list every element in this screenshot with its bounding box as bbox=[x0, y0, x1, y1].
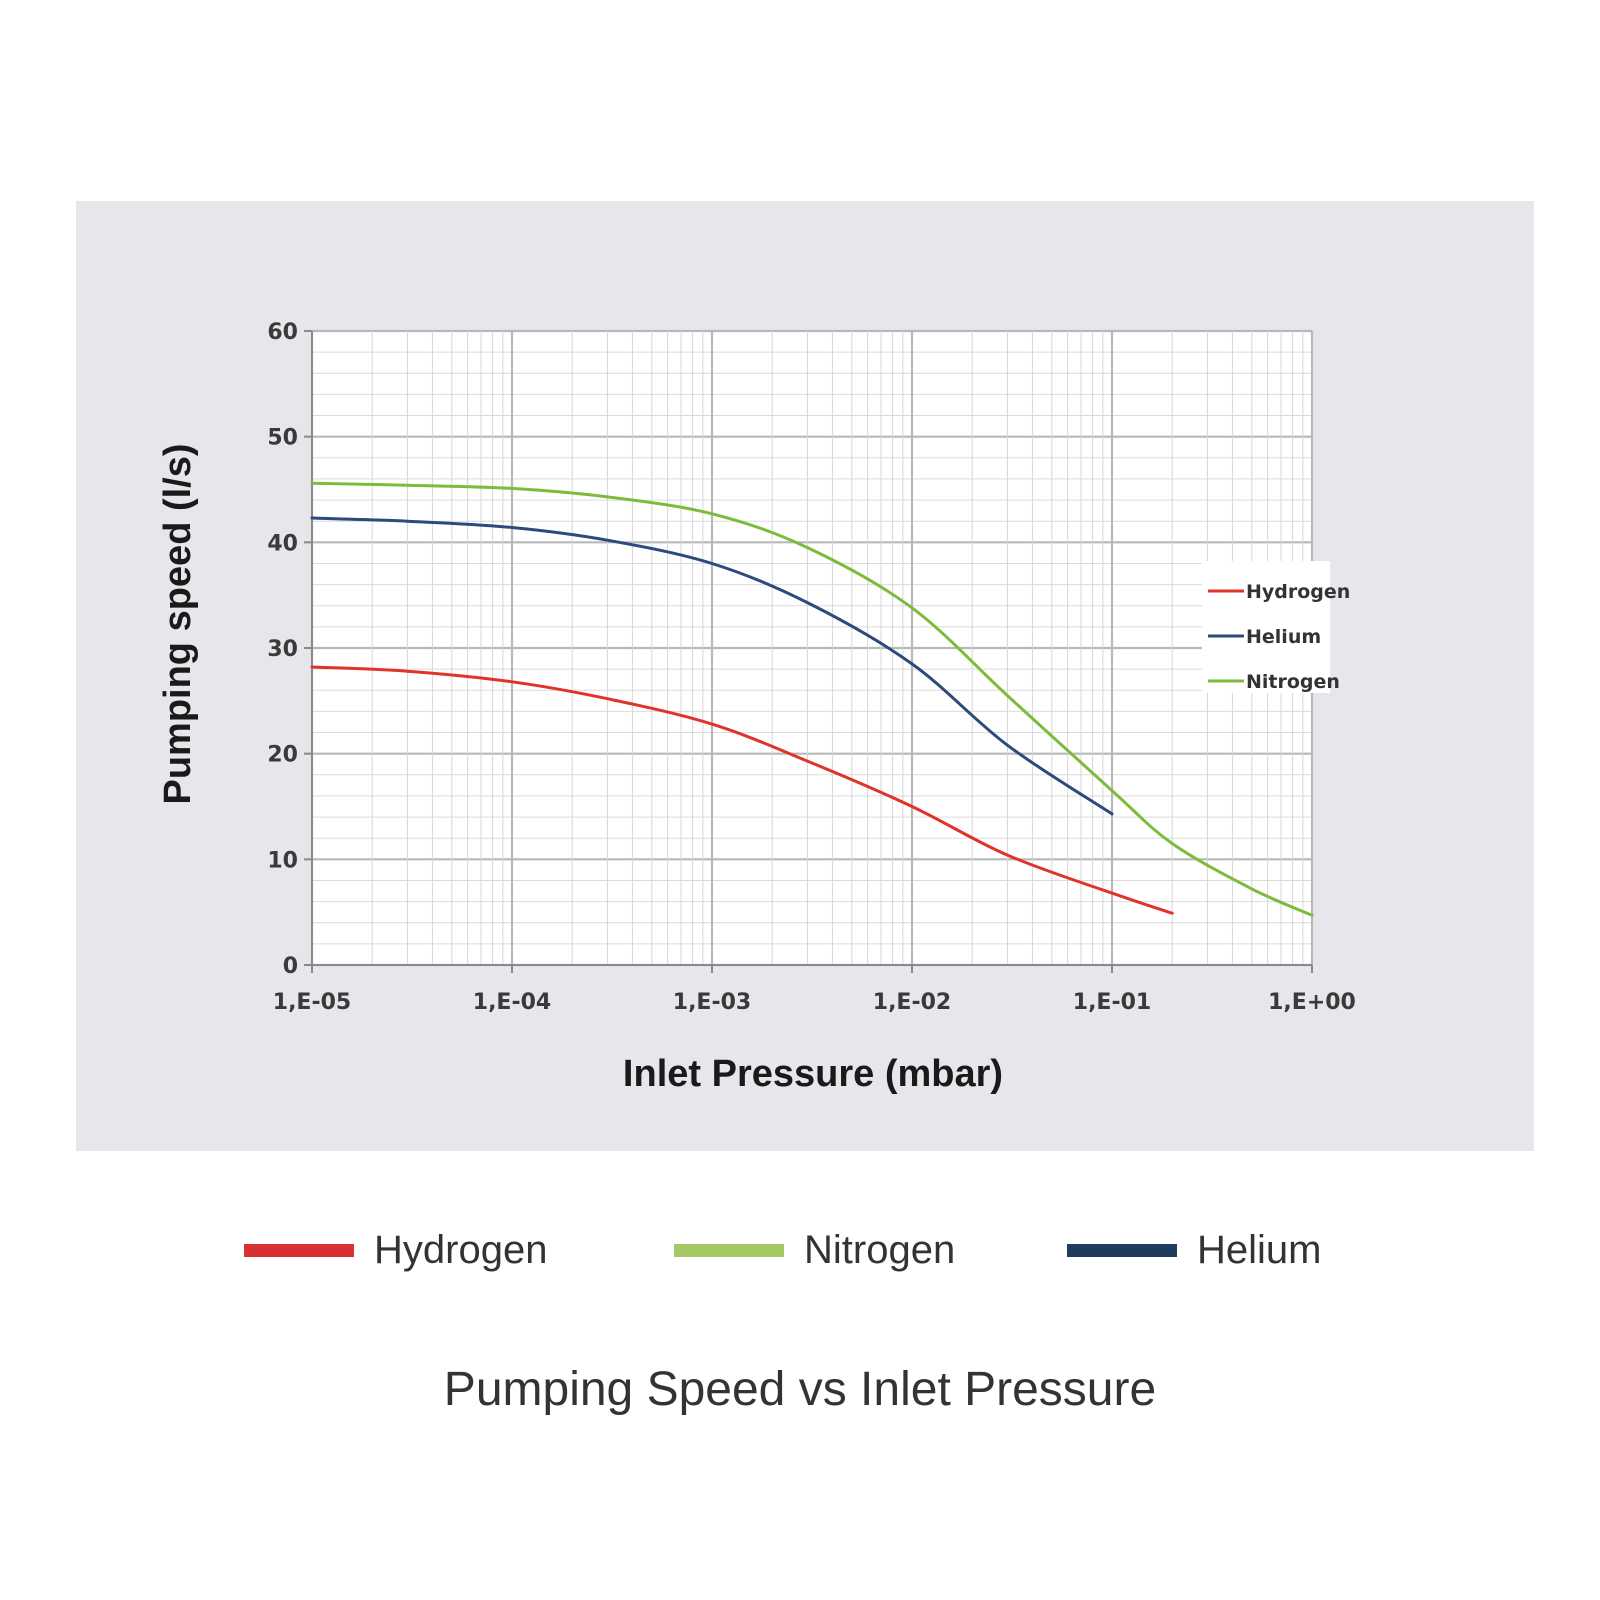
inner-legend-box bbox=[1202, 561, 1330, 693]
grid bbox=[310, 329, 1314, 971]
x-axis-title: Inlet Pressure (mbar) bbox=[623, 1053, 1003, 1095]
legend-label-hydrogen: Hydrogen bbox=[374, 1227, 548, 1272]
y-tick-label: 0 bbox=[283, 954, 298, 979]
series-line-helium bbox=[310, 516, 1114, 816]
y-tick-label: 20 bbox=[267, 743, 298, 768]
legend-label-nitrogen: Nitrogen bbox=[804, 1227, 956, 1272]
x-tick-label: 1,E+00 bbox=[1268, 990, 1356, 1015]
chart-panel: 0 10 20 30 40 50 60 1,E-05 1,E-04 1,E-03 1,E-02 1,… bbox=[76, 201, 1534, 1151]
bottom-legend-item-helium: Helium bbox=[1067, 1220, 1321, 1280]
y-tick-label: 60 bbox=[267, 320, 298, 345]
x-tick-label: 1,E-04 bbox=[473, 990, 551, 1015]
series-lines bbox=[310, 481, 1314, 917]
bottom-legend-item-nitrogen: Nitrogen bbox=[674, 1220, 955, 1280]
x-tick-label: 1,E-03 bbox=[673, 990, 751, 1015]
series-line-hydrogen bbox=[310, 665, 1174, 915]
legend-swatch-hydrogen bbox=[244, 1243, 354, 1257]
x-tick-label: 1,E-05 bbox=[273, 990, 351, 1015]
x-tick-labels: 1,E-05 1,E-04 1,E-03 1,E-02 1,E-01 1,E+00 bbox=[273, 965, 1356, 1015]
y-tick-label: 40 bbox=[267, 531, 298, 556]
inner-legend-label-nitrogen: Nitrogen bbox=[1246, 671, 1340, 693]
y-axis-title: Pumping speed (l/s) bbox=[157, 443, 199, 804]
bottom-legend-item-hydrogen: Hydrogen bbox=[244, 1220, 547, 1280]
y-tick-labels: 0 10 20 30 40 50 60 bbox=[267, 320, 312, 979]
inner-legend-label-helium: Helium bbox=[1246, 626, 1321, 648]
y-tick-label: 10 bbox=[267, 848, 298, 873]
x-tick-label: 1,E-02 bbox=[873, 990, 951, 1015]
y-tick-label: 30 bbox=[267, 637, 298, 662]
inner-legend: Hydrogen Helium Nitrogen bbox=[1202, 561, 1350, 693]
y-tick-label: 50 bbox=[267, 426, 298, 451]
series-line-nitrogen bbox=[310, 481, 1314, 917]
bottom-legend: Hydrogen Nitrogen Helium bbox=[0, 1220, 1600, 1280]
legend-swatch-nitrogen bbox=[674, 1243, 784, 1257]
legend-label-helium: Helium bbox=[1197, 1227, 1322, 1272]
legend-swatch-helium bbox=[1067, 1243, 1177, 1257]
inner-legend-label-hydrogen: Hydrogen bbox=[1246, 581, 1350, 603]
chart-caption: Pumping Speed vs Inlet Pressure bbox=[443, 1363, 1157, 1416]
x-tick-label: 1,E-01 bbox=[1073, 990, 1151, 1015]
